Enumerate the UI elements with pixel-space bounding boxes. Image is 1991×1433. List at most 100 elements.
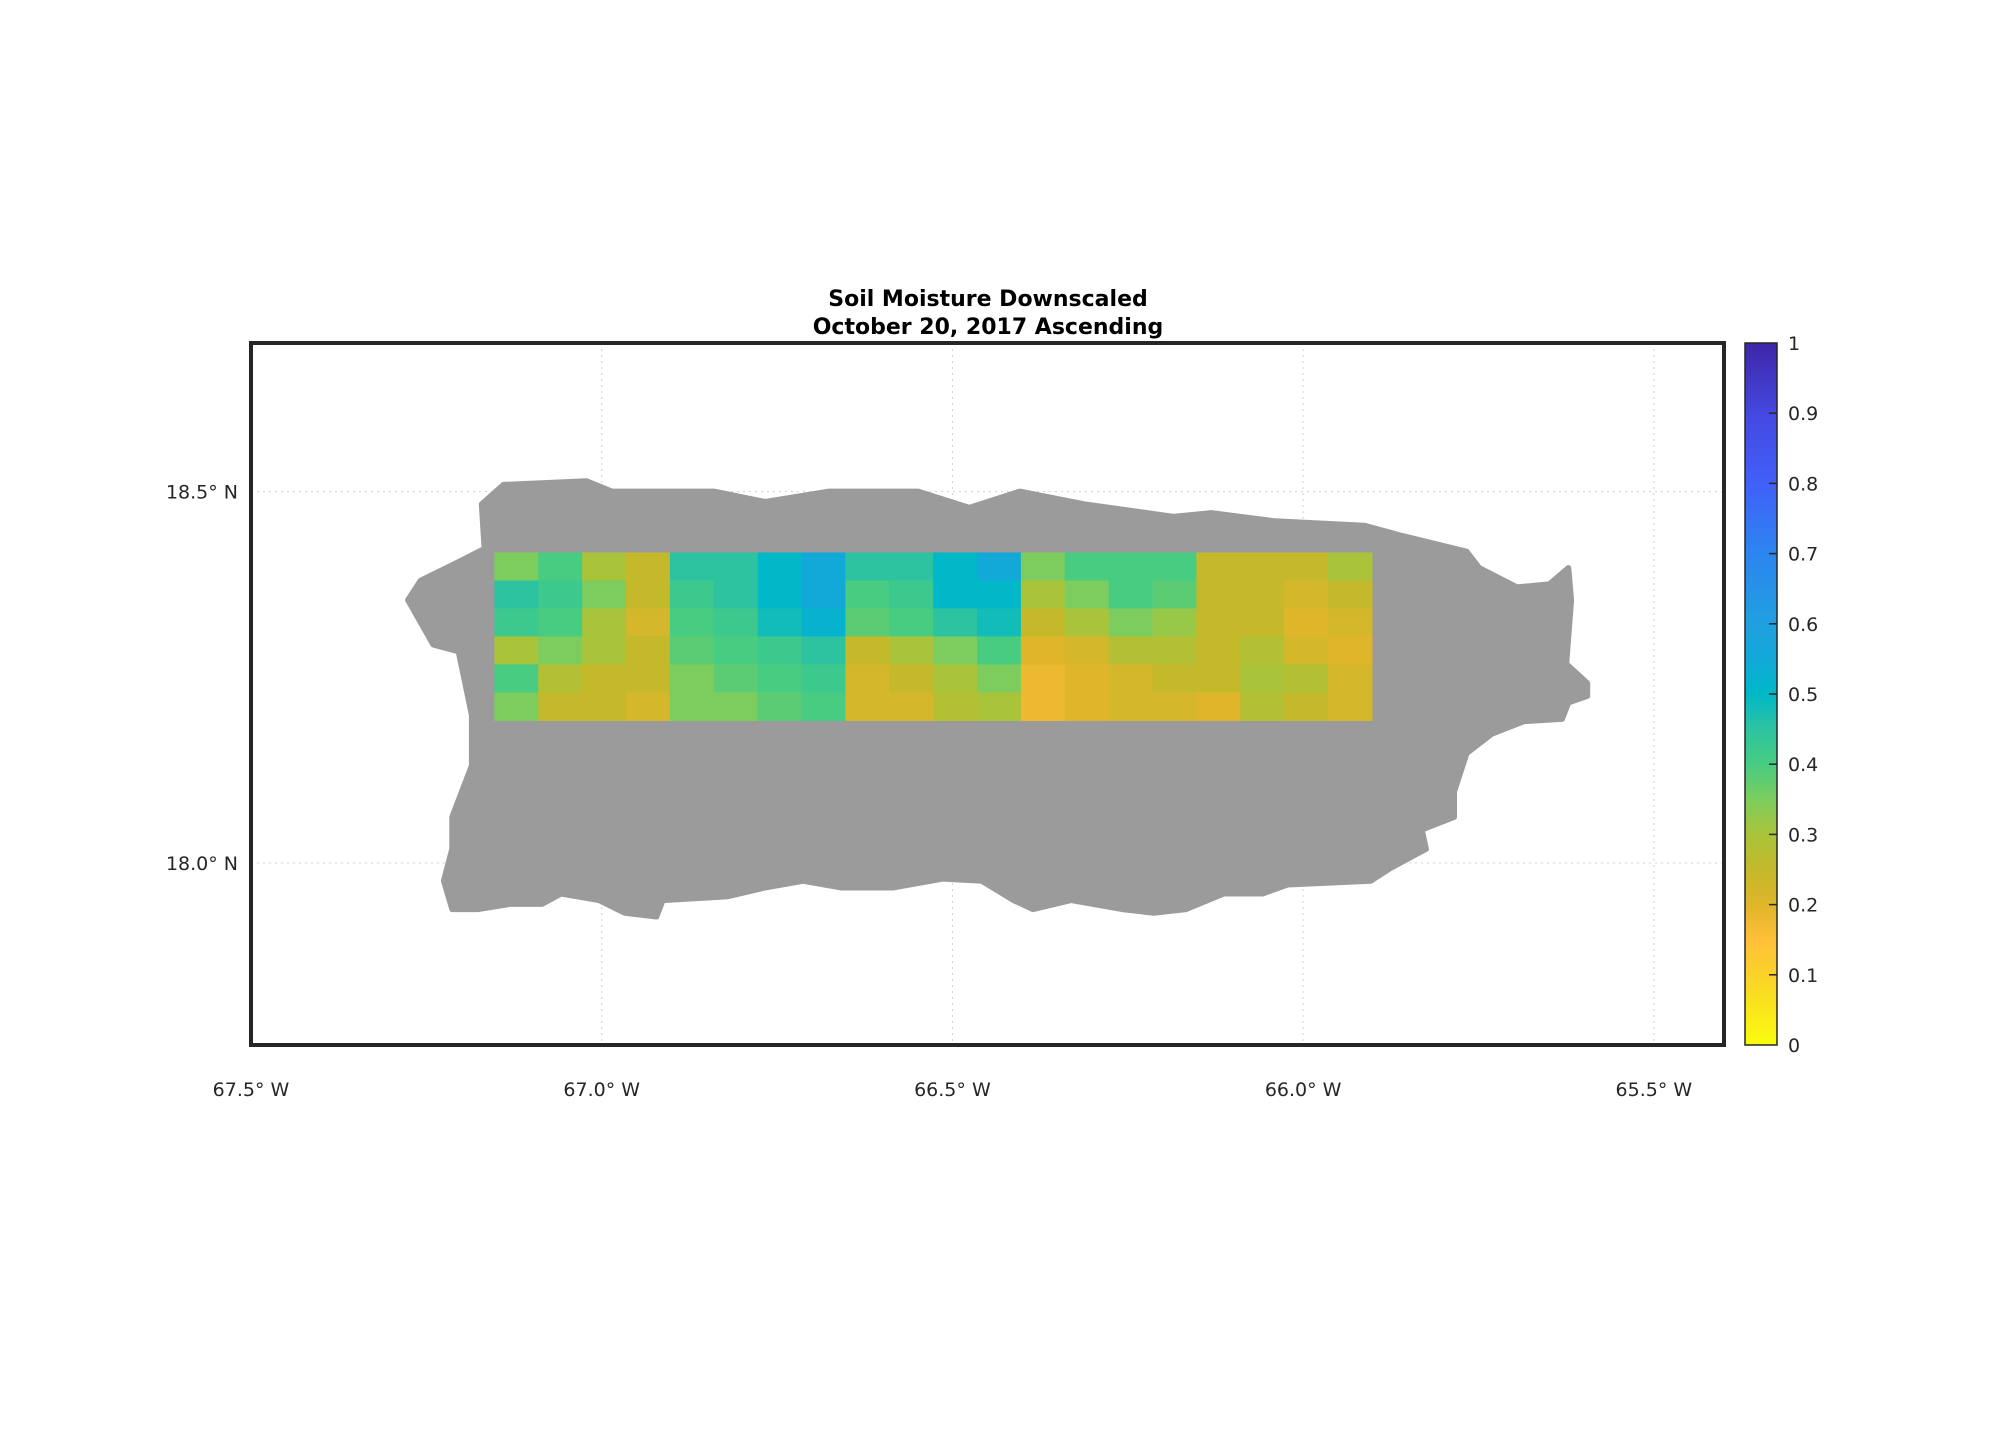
data-cell [977,692,1022,721]
data-cell [1152,552,1197,582]
data-cell [626,552,671,582]
data-cell [977,580,1022,610]
data-cell [1196,580,1241,610]
data-cell [582,580,627,610]
data-cell [538,580,583,610]
data-cell [1108,664,1154,693]
data-cell [757,664,803,693]
data-cell [1284,608,1329,638]
soil-moisture-cells [494,552,1373,721]
data-cell [1196,664,1241,693]
data-cell [1240,664,1285,693]
data-cell [626,664,671,693]
data-cell [713,608,759,638]
data-cell [669,608,715,638]
colorbar-tick-label: 0.8 [1788,473,1818,495]
data-cell [538,608,583,638]
data-cell [977,636,1022,666]
data-cell [494,692,539,721]
y-tick-label: 18.5° N [166,482,238,504]
data-cell [582,636,627,666]
data-cell [582,664,627,693]
data-cell [845,692,890,721]
data-cell [889,692,934,721]
data-cell [933,552,978,582]
data-cell [1108,692,1154,721]
data-cell [1064,636,1110,666]
data-cell [713,692,759,721]
data-cell [1152,692,1197,721]
data-cell [626,608,671,638]
data-cell [538,664,583,693]
data-cell [801,636,846,666]
data-cell [1152,608,1197,638]
data-cell [713,552,759,582]
y-axis-ticks: 18.5° N 18.0° N [166,482,238,875]
data-cell [1064,552,1110,582]
x-tick-label: 66.5° W [914,1079,991,1101]
data-cell [1064,692,1110,721]
data-cell [1064,608,1110,638]
data-cell [801,664,846,693]
data-cell [1328,608,1373,638]
data-cell [1240,692,1285,721]
data-cell [669,552,715,582]
data-cell [1196,692,1241,721]
colorbar-ticks: 0 0.1 0.2 0.3 0.4 0.5 0.6 0.7 0.8 0.9 1 [1769,333,1818,1057]
data-cell [1328,692,1373,721]
colorbar-tick-label: 0 [1788,1035,1800,1057]
data-cell [757,692,803,721]
colorbar-tick-label: 0.6 [1788,614,1818,636]
colorbar-tick-label: 0.4 [1788,754,1818,776]
data-cell [582,692,627,721]
data-cell [977,608,1022,638]
x-tick-label: 67.0° W [563,1079,640,1101]
data-cell [494,552,539,582]
colorbar-tick-label: 1 [1788,333,1800,355]
data-cell [1196,552,1241,582]
data-cell [1108,636,1154,666]
data-cell [538,552,583,582]
data-cell [801,552,846,582]
data-cell [1240,636,1285,666]
data-cell [757,608,803,638]
data-cell [1064,664,1110,693]
data-cell [1020,692,1066,721]
data-cell [1328,552,1373,582]
x-tick-label: 67.5° W [213,1079,290,1101]
data-cell [889,608,934,638]
data-cell [1196,608,1241,638]
data-cell [1328,636,1373,666]
x-tick-label: 66.0° W [1265,1079,1342,1101]
data-cell [626,580,671,610]
data-cell [582,552,627,582]
data-cell [713,580,759,610]
data-cell [1284,552,1329,582]
data-cell [801,580,846,610]
data-cell [845,580,890,610]
data-cell [1284,636,1329,666]
data-cell [669,664,715,693]
data-cell [1064,580,1110,610]
data-cell [801,692,846,721]
data-cell [538,636,583,666]
data-cell [1020,608,1066,638]
data-cell [845,552,890,582]
x-tick-label: 65.5° W [1616,1079,1693,1101]
data-cell [1108,608,1154,638]
data-cell [933,608,978,638]
data-cell [1284,580,1329,610]
plot-frame [249,341,1726,1047]
data-cell [1328,664,1373,693]
data-cell [494,664,539,693]
data-cell [626,692,671,721]
data-cell [494,636,539,666]
data-cell [889,664,934,693]
data-cell [713,664,759,693]
chart-title-line-1: Soil Moisture Downscaled [828,287,1148,312]
data-cell [757,636,803,666]
data-cell [1020,580,1066,610]
data-cell [977,664,1022,693]
data-cell [845,608,890,638]
